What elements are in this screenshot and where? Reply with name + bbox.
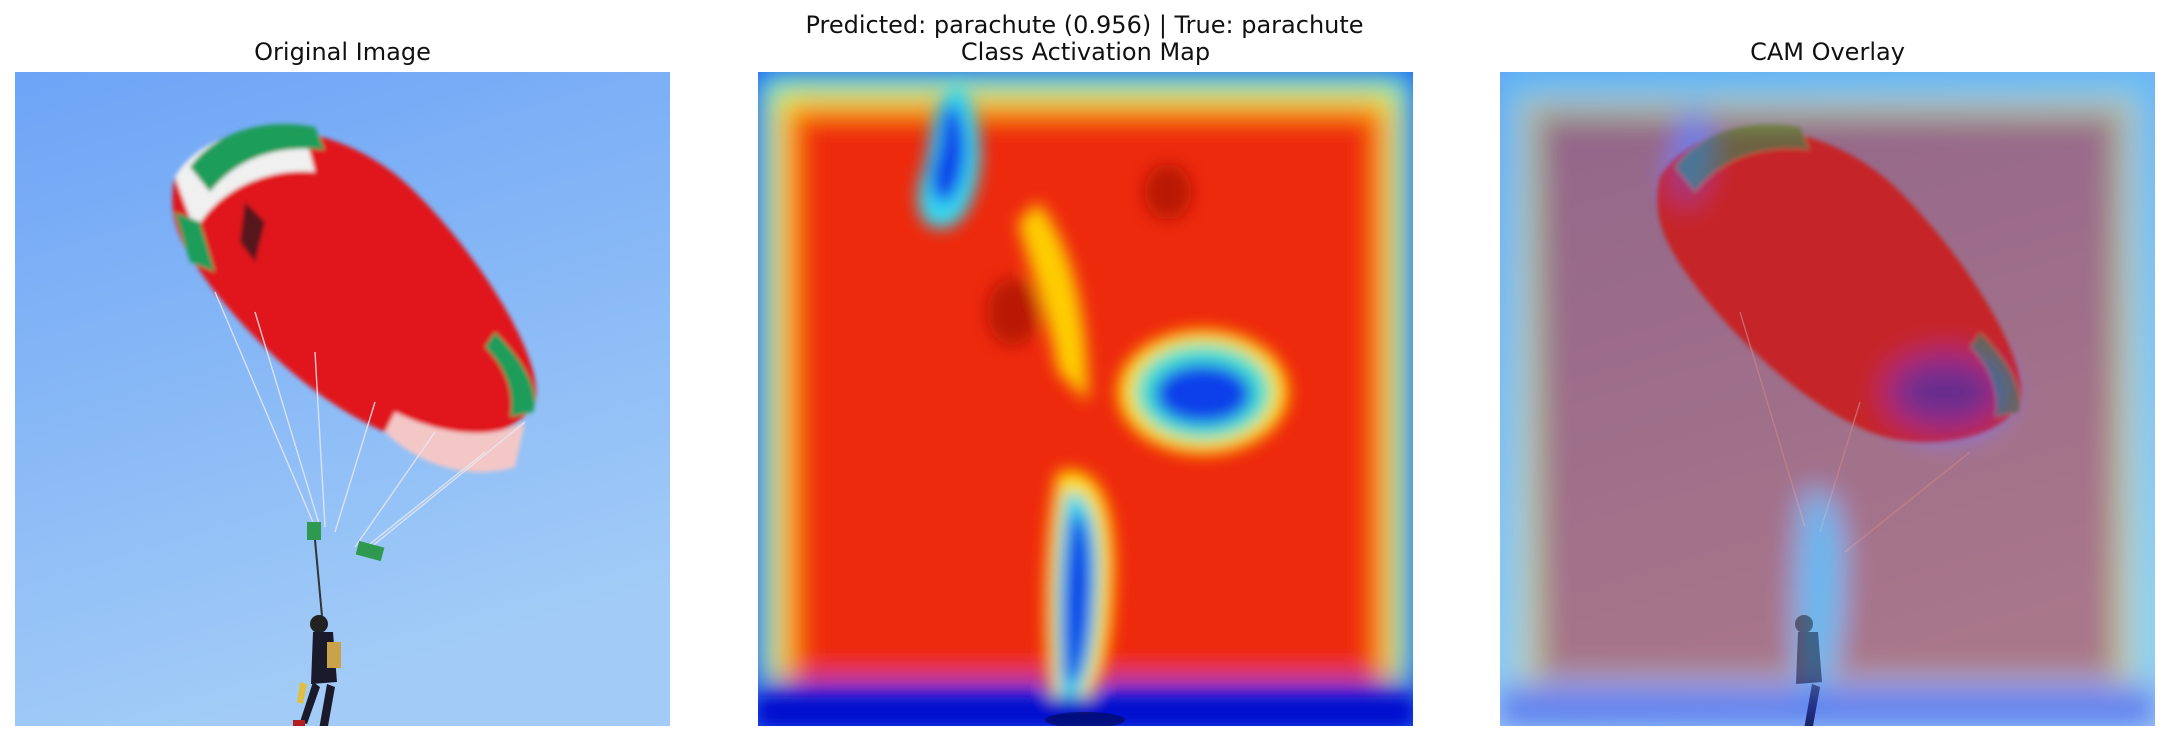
cam-overlay [1500,72,2155,726]
cam-panel [758,72,1413,726]
suspension-lines [214,291,526,553]
original-image-panel [15,72,670,726]
cam-overlay-panel [1500,72,2155,726]
figure-suptitle: Predicted: parachute (0.956) | True: par… [805,11,1364,39]
original-image [15,72,670,726]
cam-overlay-title: CAM Overlay [1750,38,1905,66]
original-image-title: Original Image [254,38,431,66]
skydiver [293,522,385,726]
class-activation-map [758,72,1413,726]
cam-title: Class Activation Map [960,38,1211,66]
parachute-canopy [172,123,537,473]
